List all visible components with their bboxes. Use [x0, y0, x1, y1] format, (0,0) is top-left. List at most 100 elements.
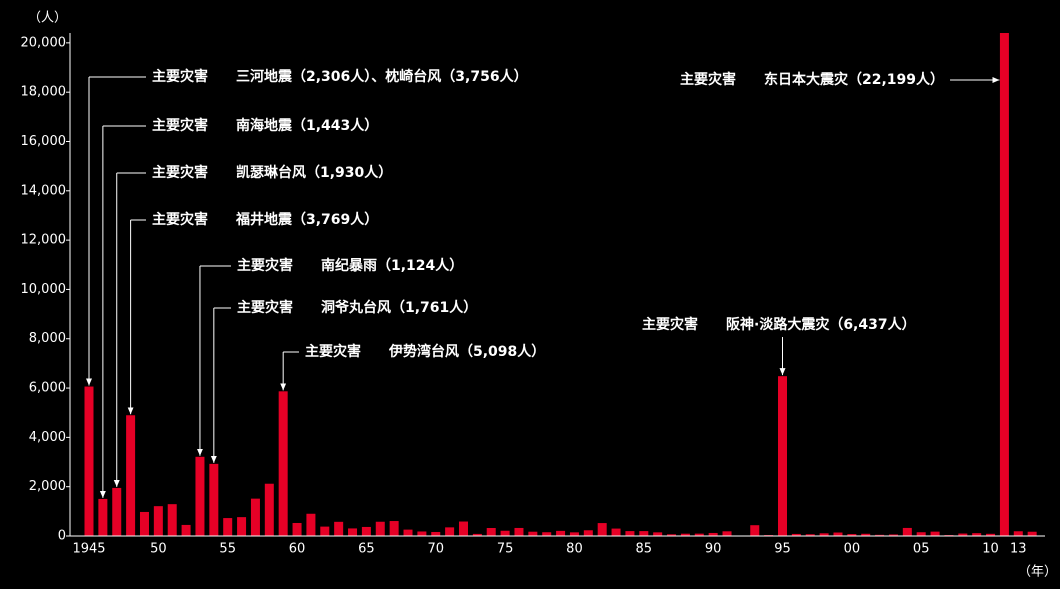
- bar: [84, 386, 94, 536]
- bar: [597, 523, 607, 536]
- bar: [805, 534, 815, 536]
- bar: [958, 533, 968, 536]
- x-tick-label: 00: [844, 542, 861, 557]
- bar: [403, 529, 413, 536]
- annotation-label: 主要灾害: [237, 257, 293, 274]
- bar: [167, 504, 177, 536]
- annotation-text: 南海地震（1,443人）: [236, 117, 378, 134]
- y-tick-label: 18,000: [21, 85, 67, 100]
- bar: [542, 532, 552, 536]
- x-tick-label: 80: [566, 542, 583, 557]
- x-tick-label: 75: [497, 542, 514, 557]
- x-tick-label: 85: [636, 542, 653, 557]
- bar: [431, 531, 441, 536]
- y-tick-label: 14,000: [21, 183, 67, 198]
- bar: [888, 534, 898, 536]
- bar: [667, 534, 677, 536]
- bar: [750, 525, 760, 536]
- bar: [916, 532, 926, 536]
- y-tick-label: 20,000: [21, 35, 67, 50]
- bar: [791, 533, 801, 536]
- bar: [292, 522, 302, 536]
- bar: [902, 527, 912, 536]
- annotation-text: 伊势湾台风（5,098人）: [388, 343, 545, 360]
- bar: [209, 463, 219, 536]
- bar: [694, 533, 704, 536]
- annotation-text: 洞爷丸台风（1,761人）: [321, 299, 477, 316]
- bar: [819, 533, 829, 536]
- annotation-text: 福井地震（3,769人）: [235, 211, 378, 228]
- bar: [986, 533, 996, 536]
- bar: [625, 531, 635, 536]
- x-tick-label: 05: [913, 542, 930, 557]
- bar: [417, 531, 427, 536]
- bar: [1013, 531, 1023, 536]
- annotation-text: 阪神·淡路大震灾（6,437人）: [726, 316, 916, 333]
- y-tick-label: 0: [58, 529, 66, 544]
- x-tick-label: 90: [705, 542, 722, 557]
- bar: [389, 521, 399, 536]
- bar: [639, 531, 649, 536]
- bar: [320, 526, 330, 536]
- bar: [833, 532, 843, 536]
- bar: [861, 533, 871, 536]
- bar: [153, 506, 163, 536]
- bar: [264, 483, 274, 536]
- annotation-label: 主要灾害: [152, 117, 208, 134]
- bar: [569, 532, 579, 536]
- bar: [722, 531, 732, 536]
- bar: [237, 517, 247, 536]
- annotation-text: 三河地震（2,306人）、枕崎台风（3,756人）: [236, 68, 528, 85]
- bar: [556, 530, 566, 536]
- bar: [708, 532, 718, 536]
- annotation-label: 主要灾害: [152, 68, 208, 85]
- bar: [223, 518, 233, 536]
- y-tick-label: 6,000: [29, 381, 66, 396]
- bar: [847, 534, 857, 536]
- annotation-label: 主要灾害: [152, 164, 208, 181]
- bar: [680, 533, 690, 536]
- bar: [126, 415, 136, 536]
- x-tick-label: 13: [1010, 542, 1027, 557]
- x-tick-label: 10: [982, 542, 999, 557]
- bar: [195, 456, 205, 536]
- bar: [999, 33, 1009, 536]
- bar: [930, 531, 940, 536]
- bar: [98, 498, 108, 536]
- bar: [500, 530, 510, 536]
- bar: [361, 526, 371, 536]
- bar: [112, 487, 122, 536]
- bar: [514, 527, 524, 536]
- bar: [458, 521, 468, 536]
- bar: [348, 528, 358, 536]
- bar: [972, 533, 982, 536]
- bar: [875, 534, 885, 536]
- y-tick-label: 4,000: [29, 430, 66, 445]
- annotation-label: 主要灾害: [237, 299, 293, 316]
- bar: [445, 527, 455, 536]
- x-tick-label: 70: [427, 542, 444, 557]
- bar: [653, 532, 663, 536]
- annotation-label: 主要灾害: [680, 71, 736, 88]
- y-tick-label: 8,000: [29, 331, 66, 346]
- x-tick-label: 65: [358, 542, 375, 557]
- x-tick-label: 1945: [72, 542, 105, 557]
- x-tick-label: 95: [774, 542, 791, 557]
- annotation-label: 主要灾害: [642, 316, 698, 333]
- bar: [583, 530, 593, 536]
- bar: [472, 533, 482, 536]
- bar: [139, 511, 149, 536]
- bar: [528, 531, 538, 536]
- y-tick-label: 16,000: [21, 134, 67, 149]
- bar: [611, 528, 621, 536]
- bar: [250, 498, 260, 536]
- x-tick-label: 50: [150, 542, 167, 557]
- bar: [306, 513, 316, 536]
- x-tick-label: 55: [219, 542, 236, 557]
- bar: [778, 376, 787, 536]
- bar: [334, 521, 344, 536]
- bar: [486, 528, 496, 536]
- bar: [181, 524, 191, 536]
- y-tick-label: 12,000: [21, 233, 67, 248]
